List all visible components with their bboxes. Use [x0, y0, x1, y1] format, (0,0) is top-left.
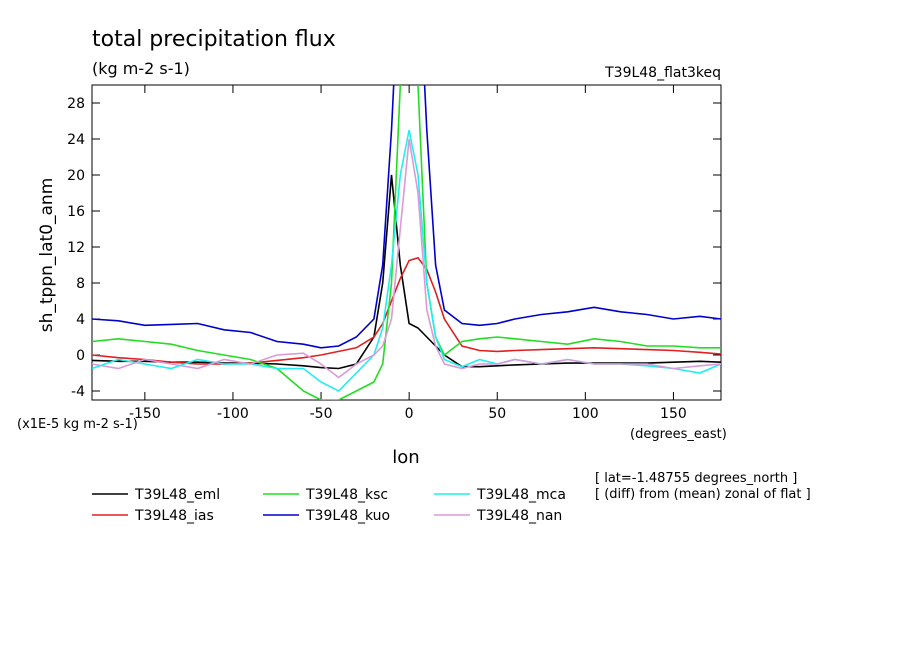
x-tick-label: -50 [310, 406, 333, 422]
x-tick-label: 0 [405, 406, 414, 422]
legend-label: T39L48_nan [476, 508, 562, 524]
chart-subtitle: (kg m-2 s-1) [92, 59, 190, 78]
data-line [92, 85, 721, 400]
x-tick-label: 50 [488, 406, 506, 422]
y-tick-label: -4 [71, 384, 85, 400]
y-units: (x1E-5 kg m-2 s-1) [17, 417, 138, 432]
legend-label: T39L48_eml [134, 487, 220, 503]
data-line [92, 138, 721, 379]
y-tick-label: 24 [67, 132, 85, 148]
y-tick-label: 4 [76, 312, 85, 328]
y-tick-label: 8 [76, 276, 85, 292]
x-tick-label: -100 [217, 406, 249, 422]
chart-title: total precipitation flux [92, 27, 336, 52]
legend-label: T39L48_ias [134, 508, 214, 524]
annotation: [ (diff) from (mean) zonal of flat ] [595, 487, 811, 502]
y-tick-label: 28 [67, 96, 85, 112]
legend-label: T39L48_kuo [305, 508, 390, 524]
x-tick-label: -150 [129, 406, 161, 422]
y-tick-label: 20 [67, 168, 85, 184]
x-tick-label: 100 [572, 406, 599, 422]
y-tick-label: 12 [67, 240, 85, 256]
data-line [92, 174, 721, 370]
plot-frame [91, 84, 722, 401]
y-axis-label: sh_tppn_lat0_anm [37, 178, 57, 333]
data-line [92, 85, 721, 349]
y-tick-label: 0 [76, 348, 85, 364]
x-tick-label: 150 [660, 406, 687, 422]
x-units: (degrees_east) [630, 427, 727, 442]
y-tick-label: 16 [67, 204, 85, 220]
x-axis-label: lon [392, 447, 419, 468]
legend-label: T39L48_mca [476, 487, 566, 503]
legend-label: T39L48_ksc [305, 487, 388, 503]
run-label: T39L48_flat3keq [604, 65, 721, 81]
annotation: [ lat=-1.48755 degrees_north ] [595, 471, 797, 486]
